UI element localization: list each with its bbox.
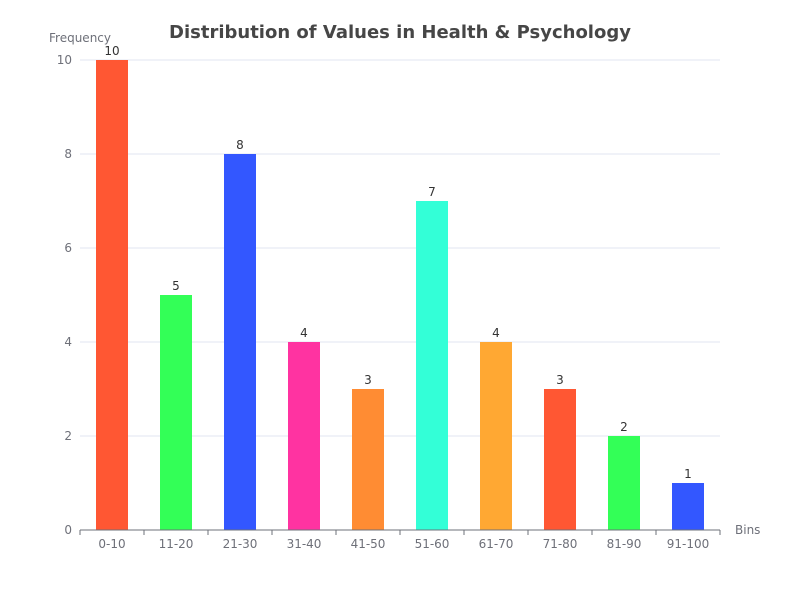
bar-value-label: 3 [364,373,372,387]
bar-value-label: 2 [620,420,628,434]
bar [352,389,384,530]
chart-title: Distribution of Values in Health & Psych… [169,22,631,43]
x-tick-label: 81-90 [607,537,642,551]
bar-value-label: 10 [104,44,119,58]
bar-value-label: 1 [684,467,692,481]
bar [416,201,448,530]
bar [160,295,192,530]
x-tick-label: 51-60 [415,537,450,551]
bar-value-label: 4 [492,326,500,340]
y-axis-label: Frequency [49,31,111,45]
bar [480,342,512,530]
y-tick-label: 2 [64,429,72,443]
x-tick-label: 11-20 [159,537,194,551]
bar [544,389,576,530]
y-tick-label: 0 [64,523,72,537]
data-labels: 10 5 8 4 3 7 4 3 2 1 [104,44,691,481]
x-tick-label: 91-100 [667,537,710,551]
bar-value-label: 3 [556,373,564,387]
x-tick-label: 61-70 [479,537,514,551]
x-tick-label: 41-50 [351,537,386,551]
bar-value-label: 5 [172,279,180,293]
y-axis-ticks: 0 2 4 6 8 10 [57,53,72,537]
y-tick-label: 10 [57,53,72,67]
bar [224,154,256,530]
bars [96,60,704,530]
x-tick-label: 0-10 [98,537,125,551]
x-tick-label: 71-80 [543,537,578,551]
bar-value-label: 7 [428,185,436,199]
y-tick-label: 8 [64,147,72,161]
x-tick-label: 31-40 [287,537,322,551]
bar [608,436,640,530]
x-axis: 0-10 11-20 21-30 31-40 41-50 51-60 61-70 71-80 8… [79,529,721,551]
bar-value-label: 8 [236,138,244,152]
x-axis-label: Bins [735,523,760,537]
bar [96,60,128,530]
y-tick-label: 6 [64,241,72,255]
x-tick-label: 21-30 [223,537,258,551]
y-tick-label: 4 [64,335,72,349]
bar-value-label: 4 [300,326,308,340]
bar [672,483,704,530]
bar [288,342,320,530]
